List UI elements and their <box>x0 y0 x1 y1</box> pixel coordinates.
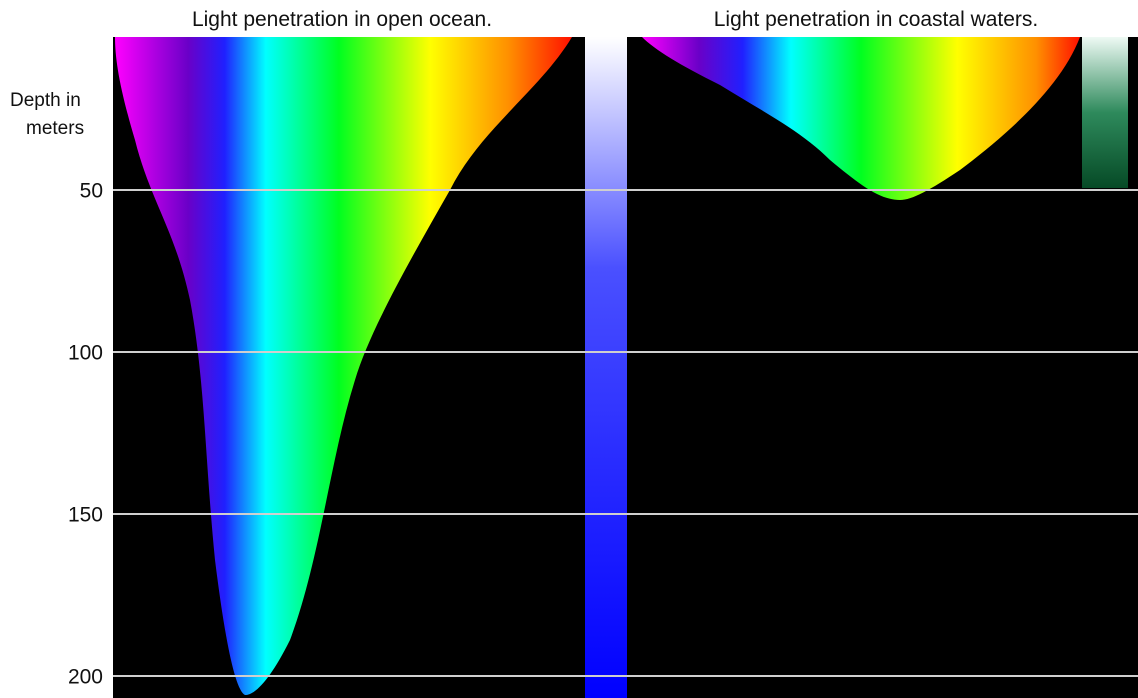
depth-label: 100 <box>68 342 103 365</box>
depth-label: 50 <box>80 180 103 203</box>
axis-label: meters <box>26 118 84 139</box>
depth-lines <box>113 189 1138 677</box>
axis-label: Depth in <box>10 90 81 111</box>
coastal-spectrum <box>642 37 1080 200</box>
depth-label: 200 <box>68 666 103 689</box>
panel-title: Light penetration in coastal waters. <box>714 8 1039 31</box>
coastal-color-bar <box>1082 37 1128 188</box>
open-ocean-color-bar <box>585 37 627 698</box>
panel-title: Light penetration in open ocean. <box>192 8 492 31</box>
open-ocean-spectrum <box>115 37 572 695</box>
depth-label: 150 <box>68 504 103 527</box>
